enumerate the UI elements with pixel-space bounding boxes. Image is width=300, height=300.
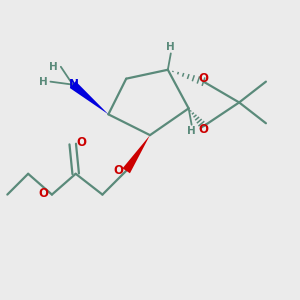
Text: H: H — [187, 126, 196, 136]
Text: O: O — [199, 123, 208, 136]
Text: O: O — [114, 164, 124, 177]
Text: O: O — [38, 187, 48, 200]
Polygon shape — [70, 81, 108, 114]
Text: H: H — [167, 42, 175, 52]
Text: H: H — [39, 76, 47, 87]
Text: N: N — [69, 78, 79, 91]
Polygon shape — [122, 135, 150, 173]
Text: H: H — [49, 62, 58, 72]
Text: O: O — [199, 72, 208, 85]
Text: O: O — [76, 136, 86, 149]
